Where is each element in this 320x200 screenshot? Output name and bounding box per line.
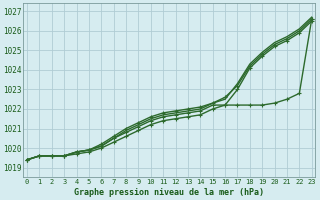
X-axis label: Graphe pression niveau de la mer (hPa): Graphe pression niveau de la mer (hPa) [74,188,264,197]
